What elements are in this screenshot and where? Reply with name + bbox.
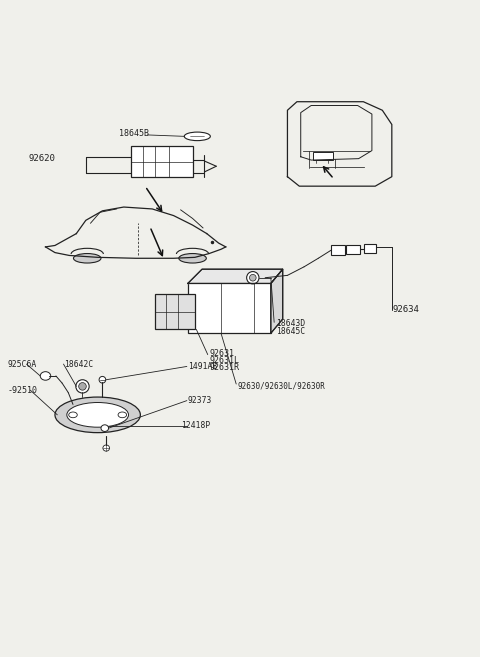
FancyBboxPatch shape — [364, 244, 376, 252]
Text: 18645C: 18645C — [276, 327, 305, 336]
Ellipse shape — [101, 425, 108, 432]
Text: 92631: 92631 — [209, 349, 234, 357]
Ellipse shape — [118, 412, 127, 418]
Text: -92510: -92510 — [8, 386, 37, 395]
Text: 18645B: 18645B — [119, 129, 149, 139]
Ellipse shape — [79, 382, 86, 390]
FancyBboxPatch shape — [331, 244, 345, 255]
Text: 12418P: 12418P — [180, 421, 210, 430]
Polygon shape — [271, 269, 283, 333]
FancyBboxPatch shape — [155, 294, 195, 329]
FancyBboxPatch shape — [188, 283, 271, 333]
Ellipse shape — [67, 403, 129, 427]
Text: 92620: 92620 — [29, 154, 56, 163]
Text: 18642C: 18642C — [64, 359, 94, 369]
Text: 18643D: 18643D — [276, 319, 305, 328]
Ellipse shape — [179, 254, 206, 263]
Ellipse shape — [184, 132, 210, 141]
Ellipse shape — [73, 254, 101, 263]
Ellipse shape — [103, 445, 109, 451]
Ellipse shape — [69, 412, 77, 418]
Text: 92631R: 92631R — [209, 363, 239, 372]
Text: 92373: 92373 — [188, 396, 212, 405]
Text: 92634: 92634 — [393, 305, 420, 314]
FancyBboxPatch shape — [346, 245, 360, 254]
Ellipse shape — [99, 376, 106, 383]
Text: 925C6A: 925C6A — [8, 359, 37, 369]
Text: 92630/92630L/92630R: 92630/92630L/92630R — [238, 382, 325, 391]
Polygon shape — [188, 269, 283, 283]
Ellipse shape — [76, 380, 89, 393]
FancyBboxPatch shape — [312, 152, 333, 160]
Ellipse shape — [40, 372, 51, 380]
Ellipse shape — [55, 397, 140, 433]
Ellipse shape — [250, 275, 256, 281]
FancyBboxPatch shape — [131, 146, 192, 177]
Text: 1491AB: 1491AB — [188, 362, 217, 371]
Ellipse shape — [247, 271, 259, 284]
Text: 92631L: 92631L — [209, 356, 239, 365]
